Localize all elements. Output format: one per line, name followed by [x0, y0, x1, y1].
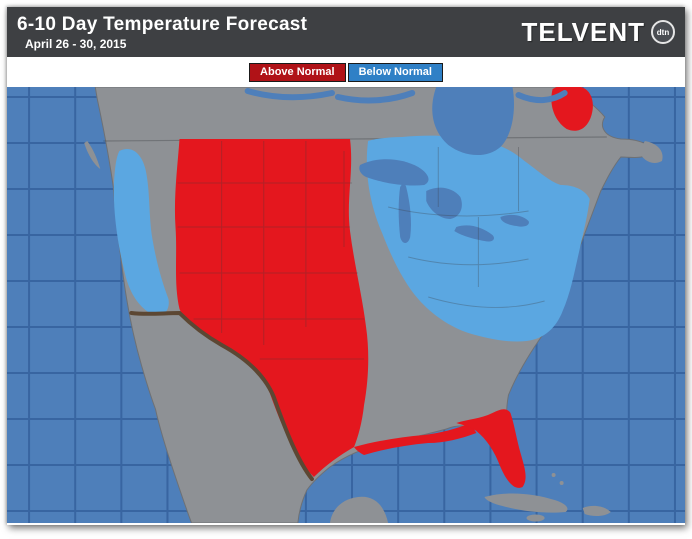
forecast-map — [7, 87, 685, 523]
bahamas-island — [551, 473, 556, 477]
lake-erie — [454, 225, 495, 242]
newfoundland-island — [638, 141, 663, 163]
bahamas-island-2 — [559, 481, 564, 485]
header-bar: 6-10 Day Temperature Forecast April 26 -… — [7, 7, 685, 57]
date-range: April 26 - 30, 2015 — [25, 36, 127, 51]
hudson-bay — [432, 87, 514, 156]
legend-above-normal: Above Normal — [249, 62, 346, 82]
above-normal-region-west — [174, 139, 369, 477]
lake-michigan — [398, 184, 411, 243]
lake-ontario — [500, 214, 529, 227]
page-title: 6-10 Day Temperature Forecast — [17, 13, 308, 35]
us-mexico-border-line — [129, 310, 314, 481]
header-titles: 6-10 Day Temperature Forecast April 26 -… — [17, 14, 307, 51]
vancouver-island — [84, 141, 101, 169]
telvent-wordmark: TELVENT — [521, 16, 645, 47]
brand-logo: TELVENT dtn — [521, 17, 675, 48]
dtn-globe-icon: dtn — [651, 20, 675, 44]
hispaniola-island — [582, 505, 611, 517]
lake-superior — [359, 159, 429, 186]
arctic-channels — [244, 88, 568, 104]
below-normal-region-west-coast — [113, 149, 169, 316]
above-normal-region-gulf-strip — [354, 423, 477, 455]
forecast-panel: 6-10 Day Temperature Forecast April 26 -… — [7, 7, 685, 525]
jamaica-island — [526, 514, 545, 522]
lake-huron — [426, 187, 462, 219]
legend-below-normal: Below Normal — [347, 62, 443, 82]
legend: Above Normal Below Normal — [7, 57, 685, 87]
cuba-island — [484, 493, 568, 513]
yucatan-peninsula — [329, 496, 389, 523]
map-canvas — [7, 87, 685, 523]
above-normal-region-florida — [456, 409, 526, 488]
state-borders — [177, 141, 545, 360]
great-lakes — [359, 159, 529, 243]
